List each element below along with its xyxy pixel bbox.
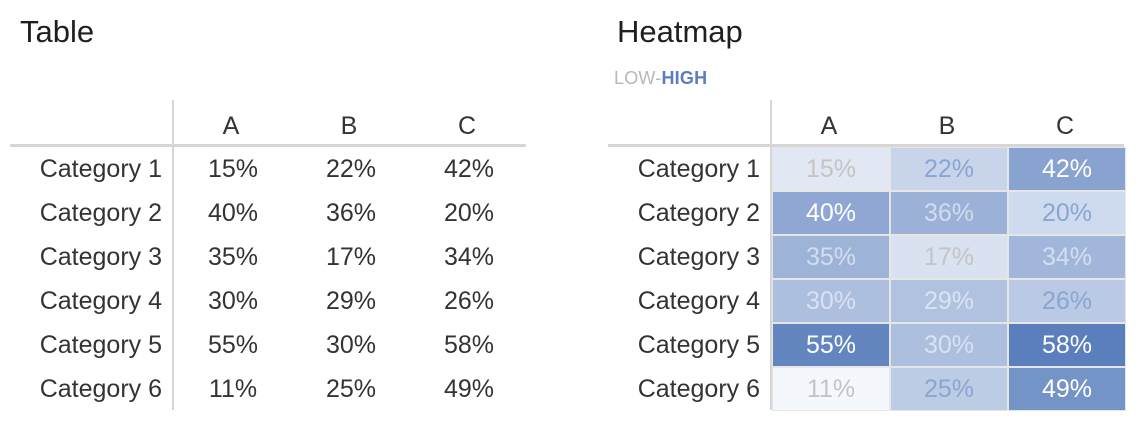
table-cell: 11% (208, 375, 258, 403)
heatmap-cell: 11% (772, 367, 890, 411)
table-cell: 15% (207, 155, 259, 183)
heatmap-title: Heatmap (617, 14, 743, 49)
heatmap-cell: 42% (1008, 147, 1126, 191)
table-title: Table (20, 14, 95, 49)
heatmap-cell: 36% (890, 191, 1008, 235)
table-cell: 30% (325, 331, 377, 359)
table-cell: 25% (325, 375, 377, 403)
heatmap-cell: 30% (772, 279, 890, 323)
row-label: Category 1 (39, 155, 162, 183)
heatmap-cell: 29% (890, 279, 1008, 323)
heatmap-cell: 22% (890, 147, 1008, 191)
row-label: Category 4 (637, 287, 760, 315)
header-divider (608, 144, 1124, 147)
heatmap-cell: 35% (772, 235, 890, 279)
header-divider (10, 144, 526, 147)
column-header-c: C (1055, 112, 1075, 140)
table-cell: 36% (325, 199, 377, 227)
column-header-b: B (938, 112, 956, 140)
row-label: Category 2 (39, 199, 162, 227)
table-cell: 17% (325, 243, 377, 271)
table-cell: 30% (207, 287, 259, 315)
column-header-a: A (820, 112, 838, 140)
legend-low: LOW (614, 68, 656, 88)
row-label: Category 6 (39, 375, 162, 403)
heatmap-cell: 17% (890, 235, 1008, 279)
table-cell: 40% (207, 199, 259, 227)
row-label: Category 5 (637, 331, 760, 359)
column-header-c: C (457, 112, 477, 140)
table-cell: 49% (443, 375, 495, 403)
heatmap-cell: 26% (1008, 279, 1126, 323)
row-label: Category 5 (39, 331, 162, 359)
table-cell: 22% (325, 155, 377, 183)
table-cell: 58% (443, 331, 495, 359)
column-header-a: A (222, 112, 240, 140)
table-cell: 42% (443, 155, 495, 183)
table-cell: 55% (207, 331, 259, 359)
row-label: Category 3 (39, 243, 162, 271)
heatmap-cell: 55% (772, 323, 890, 367)
heatmap-cell: 30% (890, 323, 1008, 367)
row-label: Category 6 (637, 375, 760, 403)
heatmap-legend: LOW-HIGH (614, 68, 707, 89)
row-label: Category 2 (637, 199, 760, 227)
table-cell: 35% (207, 243, 259, 271)
table-cell: 26% (443, 287, 495, 315)
heatmap-cell: 58% (1008, 323, 1126, 367)
row-label-divider (770, 100, 772, 410)
heatmap-cell: 25% (890, 367, 1008, 411)
row-label: Category 4 (39, 287, 162, 315)
heatmap-cell: 15% (772, 147, 890, 191)
row-label: Category 3 (637, 243, 760, 271)
column-header-b: B (340, 112, 358, 140)
row-label-divider (172, 100, 174, 410)
heatmap-cell: 40% (772, 191, 890, 235)
row-label: Category 1 (637, 155, 760, 183)
legend-high: HIGH (661, 68, 708, 88)
heatmap-cell: 49% (1008, 367, 1126, 411)
table-cell: 20% (443, 199, 495, 227)
legend-separator: - (655, 68, 662, 88)
heatmap-cell: 20% (1008, 191, 1126, 235)
table-cell: 34% (443, 243, 495, 271)
heatmap-cell: 34% (1008, 235, 1126, 279)
table-cell: 29% (325, 287, 377, 315)
